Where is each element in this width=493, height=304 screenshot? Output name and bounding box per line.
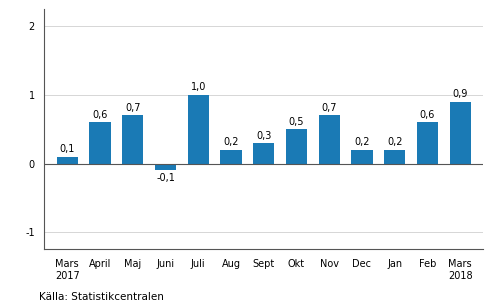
Text: 0,6: 0,6 <box>92 110 108 120</box>
Text: 1,0: 1,0 <box>191 82 206 92</box>
Text: 0,3: 0,3 <box>256 130 272 140</box>
Bar <box>384 150 405 164</box>
Bar <box>188 95 209 164</box>
Bar <box>417 122 438 164</box>
Text: 0,6: 0,6 <box>420 110 435 120</box>
Bar <box>286 129 307 164</box>
Bar <box>122 116 143 164</box>
Text: 0,9: 0,9 <box>453 89 468 99</box>
Bar <box>318 116 340 164</box>
Bar <box>352 150 373 164</box>
Bar <box>253 143 275 164</box>
Bar <box>155 164 176 170</box>
Text: -0,1: -0,1 <box>156 173 175 183</box>
Text: 0,2: 0,2 <box>354 137 370 147</box>
Bar <box>57 157 78 164</box>
Text: 0,7: 0,7 <box>321 103 337 113</box>
Text: 0,2: 0,2 <box>223 137 239 147</box>
Bar <box>450 102 471 164</box>
Text: 0,5: 0,5 <box>289 117 304 127</box>
Text: 0,2: 0,2 <box>387 137 402 147</box>
Text: Källa: Statistikcentralen: Källa: Statistikcentralen <box>39 292 164 302</box>
Bar <box>89 122 110 164</box>
Text: 0,7: 0,7 <box>125 103 141 113</box>
Text: 0,1: 0,1 <box>60 144 75 154</box>
Bar <box>220 150 242 164</box>
